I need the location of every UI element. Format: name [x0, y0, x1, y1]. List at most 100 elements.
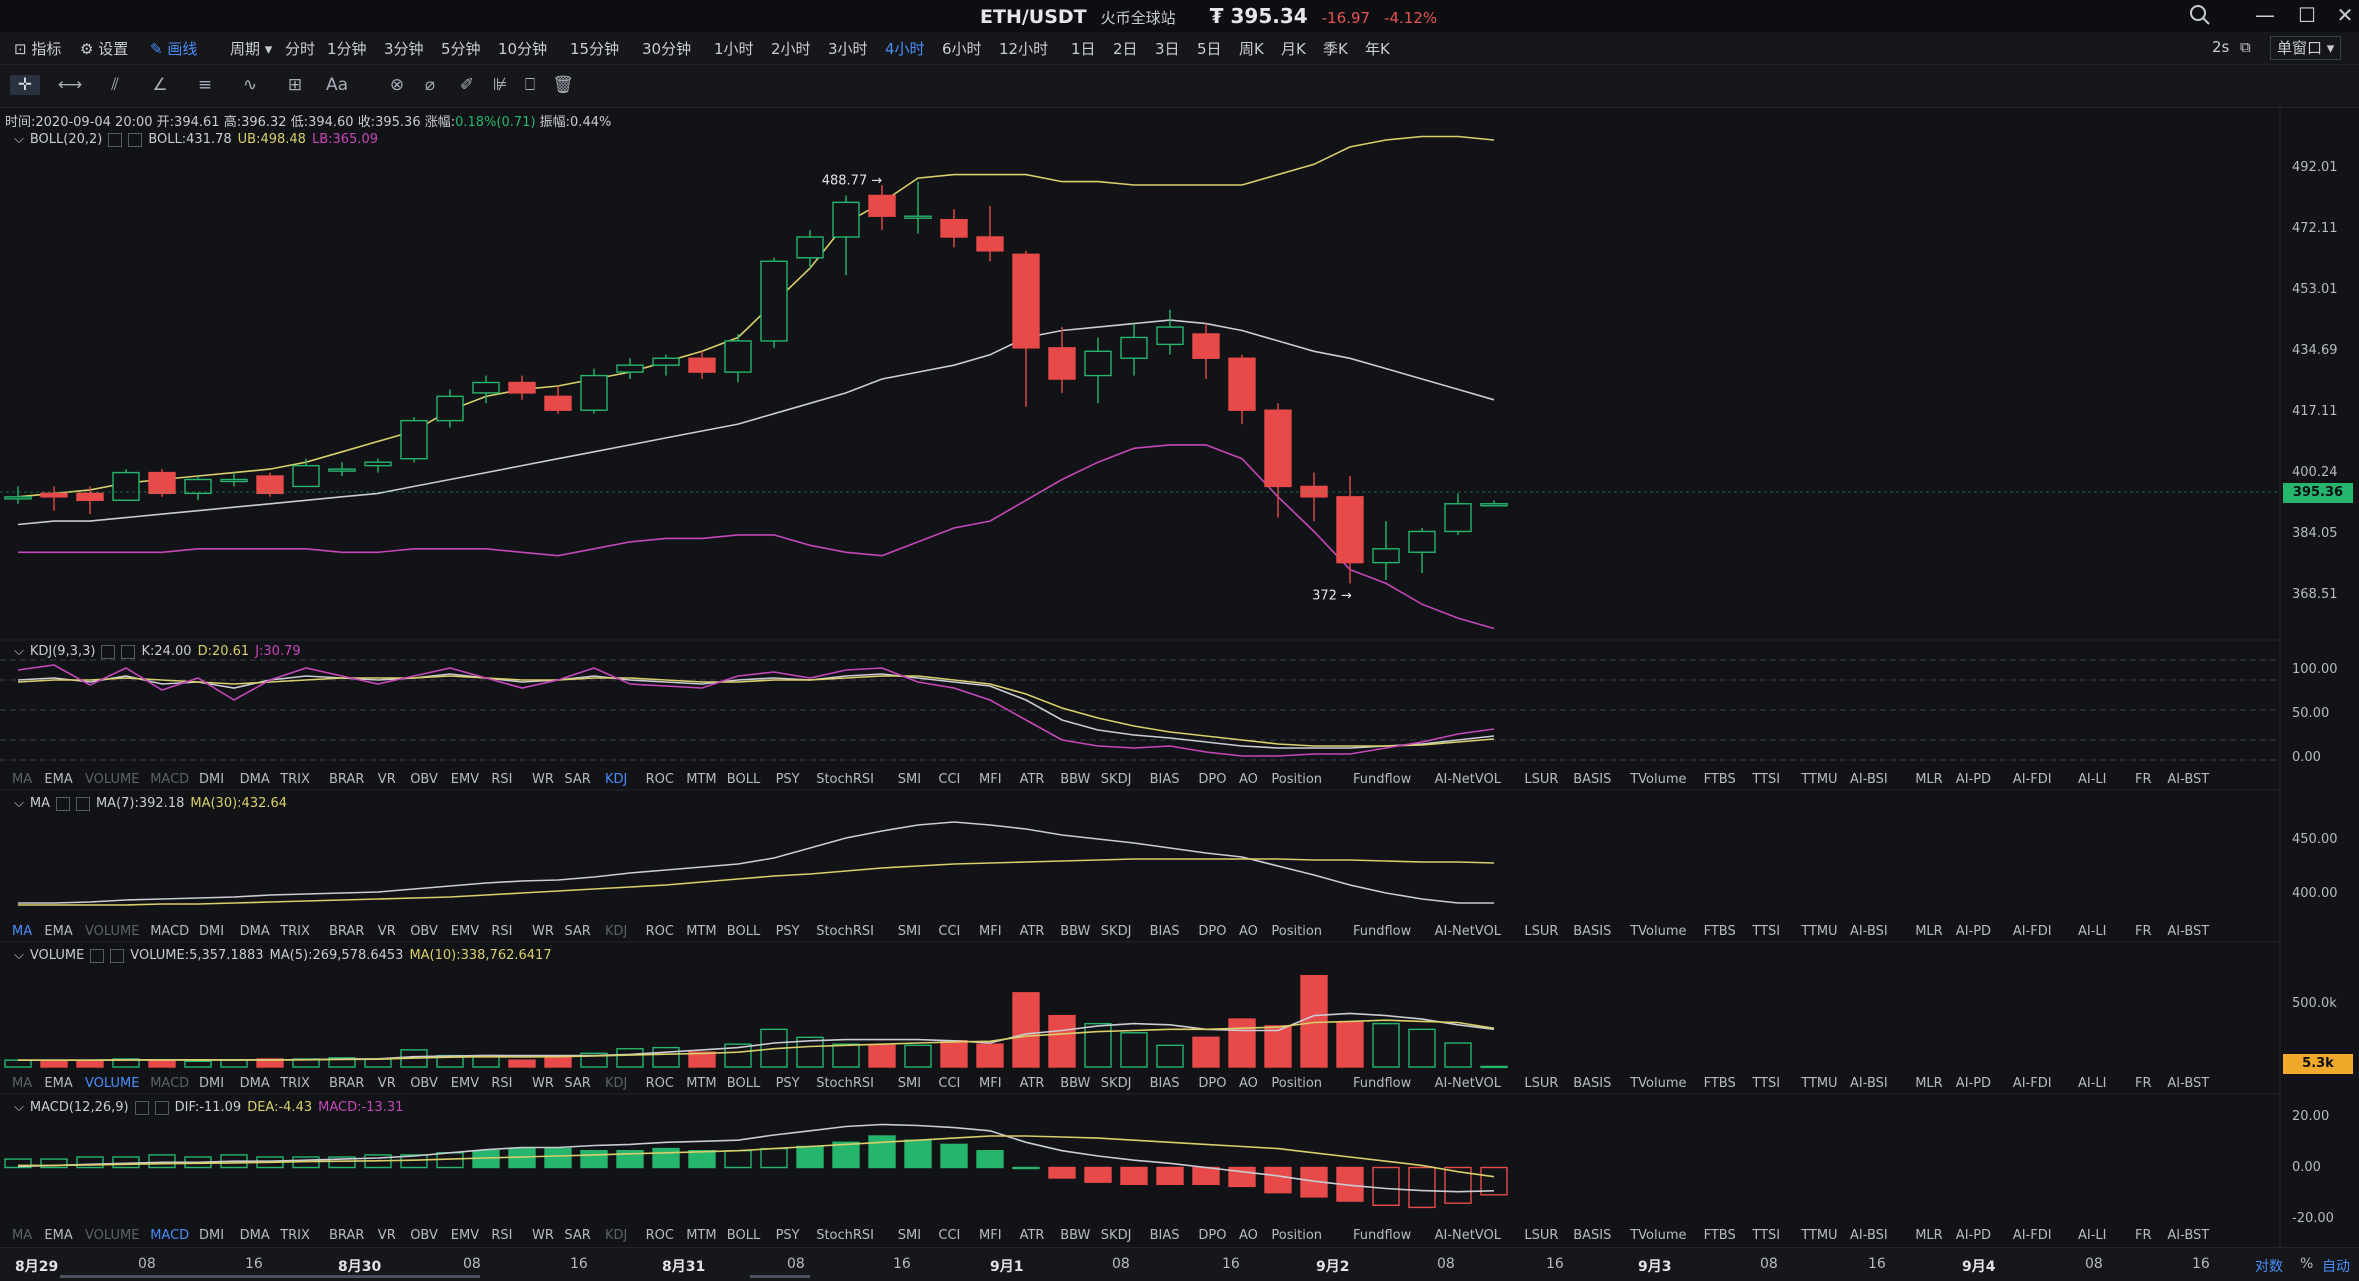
indicator-tab-position[interactable]: Position — [1271, 772, 1323, 787]
indicator-tab-dma[interactable]: DMA — [239, 1076, 270, 1091]
indicator-tab-mtm[interactable]: MTM — [686, 1076, 717, 1091]
period-19[interactable]: 季K — [1323, 40, 1348, 58]
period-7[interactable]: 1小时 — [714, 40, 754, 58]
indicator-tab-basis[interactable]: BASIS — [1573, 1076, 1612, 1091]
indicator-tab-dpo[interactable]: DPO — [1198, 924, 1227, 939]
brush-icon[interactable]: ✐ — [459, 75, 475, 95]
period-14[interactable]: 2日 — [1113, 40, 1138, 58]
indicator-tab-ttsi[interactable]: TTSI — [1752, 1228, 1781, 1243]
horizontal-line-icon[interactable]: ⟷ — [57, 75, 83, 95]
indicator-tab-boll[interactable]: BOLL — [726, 772, 761, 787]
indicator-tab-wr[interactable]: WR — [532, 1076, 554, 1091]
indicator-tab-fr[interactable]: FR — [2135, 772, 2152, 787]
auto-scale-toggle[interactable]: 自动 — [2322, 1259, 2350, 1275]
indicator-tab-cci[interactable]: CCI — [938, 1228, 961, 1243]
indicator-tab-ai-netvol[interactable]: AI-NetVOL — [1434, 1076, 1501, 1091]
indicator-tab-vr[interactable]: VR — [377, 1228, 396, 1243]
indicator-tab-trix[interactable]: TRIX — [280, 1228, 310, 1243]
indicator-tab-fundflow[interactable]: Fundflow — [1353, 1228, 1412, 1243]
indicator-tab-mtm[interactable]: MTM — [686, 924, 717, 939]
search-icon[interactable] — [2185, 3, 2215, 32]
indicator-tab-dmi[interactable]: DMI — [199, 924, 225, 939]
indicator-tab-ai-bst[interactable]: AI-BST — [2167, 772, 2210, 787]
indicator-tab-ftbs[interactable]: FTBS — [1703, 772, 1736, 787]
indicator-tab-ai-li[interactable]: AI-LI — [2078, 772, 2107, 787]
indicator-tab-trix[interactable]: TRIX — [280, 772, 310, 787]
indicator-tab-bbw[interactable]: BBW — [1060, 1228, 1091, 1243]
indicator-tab-ttsi[interactable]: TTSI — [1752, 924, 1781, 939]
indicator-tab-psy[interactable]: PSY — [775, 1076, 800, 1091]
crosshair-icon[interactable]: ✛ — [10, 75, 40, 95]
indicator-tab-ai-fdi[interactable]: AI-FDI — [2012, 1228, 2052, 1243]
trash-icon[interactable]: 🗑 — [552, 75, 574, 95]
indicator-tab-ai-bsi[interactable]: AI-BSI — [1850, 1076, 1888, 1091]
indicator-tab-position[interactable]: Position — [1271, 1228, 1323, 1243]
indicator-tab-wr[interactable]: WR — [532, 924, 554, 939]
shapes-icon[interactable]: ⊗ — [389, 75, 405, 95]
indicator-tab-obv[interactable]: OBV — [410, 1228, 438, 1243]
indicator-tab-rsi[interactable]: RSI — [491, 924, 513, 939]
period-20[interactable]: 年K — [1365, 40, 1390, 58]
indicator-tab-ai-li[interactable]: AI-LI — [2078, 924, 2107, 939]
period-10[interactable]: 4小时 — [885, 40, 925, 58]
minimize-icon[interactable]: — — [2255, 3, 2275, 27]
indicator-tab-fundflow[interactable]: Fundflow — [1353, 1076, 1412, 1091]
log-scale-toggle[interactable]: 对数 — [2255, 1259, 2283, 1275]
indicator-tab-ao[interactable]: AO — [1239, 924, 1258, 939]
period-9[interactable]: 3小时 — [828, 40, 868, 58]
close-box-icon[interactable] — [75, 796, 90, 811]
indicators-button[interactable]: ⊡ 指标 — [14, 40, 62, 58]
indicator-tab-sar[interactable]: SAR — [564, 772, 591, 787]
indicator-tab-brar[interactable]: BRAR — [329, 924, 365, 939]
indicator-tab-obv[interactable]: OBV — [410, 1076, 438, 1091]
indicator-tab-kdj[interactable]: KDJ — [605, 1076, 628, 1091]
indicator-tab-ai-pd[interactable]: AI-PD — [1955, 1228, 1992, 1243]
collapse-icon[interactable]: ⌵ — [14, 1100, 24, 1115]
indicator-tab-mtm[interactable]: MTM — [686, 1228, 717, 1243]
settings-box-icon[interactable] — [90, 948, 105, 963]
indicator-tab-ttmu[interactable]: TTMU — [1801, 924, 1838, 939]
chart-canvas[interactable]: 488.77 → 372 → — [0, 107, 2359, 1280]
indicator-tab-tvolume[interactable]: TVolume — [1630, 924, 1687, 939]
indicator-tab-ao[interactable]: AO — [1239, 772, 1258, 787]
fibonacci-icon[interactable]: ⌀ — [424, 75, 436, 95]
indicator-tab-fr[interactable]: FR — [2135, 924, 2152, 939]
indicator-tab-ftbs[interactable]: FTBS — [1703, 924, 1736, 939]
indicator-tab-ai-bst[interactable]: AI-BST — [2167, 1076, 2210, 1091]
indicator-tab-lsur[interactable]: LSUR — [1524, 1076, 1559, 1091]
indicator-tab-dpo[interactable]: DPO — [1198, 1228, 1227, 1243]
indicator-tab-bbw[interactable]: BBW — [1060, 1076, 1091, 1091]
indicator-tab-cci[interactable]: CCI — [938, 924, 961, 939]
indicator-tab-boll[interactable]: BOLL — [726, 924, 761, 939]
period-18[interactable]: 月K — [1281, 40, 1306, 58]
indicator-tab-skdj[interactable]: SKDJ — [1100, 1076, 1132, 1091]
indicator-tab-ai-fdi[interactable]: AI-FDI — [2012, 924, 2052, 939]
indicator-tab-ttmu[interactable]: TTMU — [1801, 1076, 1838, 1091]
refresh-interval[interactable]: 2s — [2212, 38, 2230, 56]
close-box-icon[interactable] — [110, 948, 125, 963]
period-dropdown[interactable]: 周期 ▾ — [230, 38, 272, 59]
indicator-tab-volume[interactable]: VOLUME — [85, 1228, 140, 1243]
collapse-icon[interactable]: ⌵ — [14, 644, 24, 659]
indicator-tab-fr[interactable]: FR — [2135, 1076, 2152, 1091]
indicator-tab-dmi[interactable]: DMI — [199, 1076, 225, 1091]
indicator-tab-stochrsi[interactable]: StochRSI — [816, 1076, 874, 1091]
indicator-tab-rsi[interactable]: RSI — [491, 1076, 513, 1091]
indicator-tab-cci[interactable]: CCI — [938, 772, 961, 787]
period-8[interactable]: 2小时 — [771, 40, 811, 58]
indicator-tab-position[interactable]: Position — [1271, 924, 1323, 939]
close-icon[interactable]: ✕ — [2336, 3, 2354, 27]
indicator-tab-ai-li[interactable]: AI-LI — [2078, 1076, 2107, 1091]
lock-icon[interactable]: ⎕ — [524, 75, 536, 95]
indicator-tab-vr[interactable]: VR — [377, 924, 396, 939]
scrollbar-thumb[interactable] — [750, 1275, 810, 1278]
indicator-tab-emv[interactable]: EMV — [450, 924, 480, 939]
settings-box-icon[interactable] — [101, 644, 116, 659]
indicator-tab-smi[interactable]: SMI — [897, 924, 922, 939]
indicator-tab-emv[interactable]: EMV — [450, 1076, 480, 1091]
indicator-tab-lsur[interactable]: LSUR — [1524, 772, 1559, 787]
angle-icon[interactable]: ∠ — [152, 75, 168, 95]
wave-icon[interactable]: ∿ — [242, 75, 258, 95]
indicator-tab-mlr[interactable]: MLR — [1915, 772, 1943, 787]
indicator-tab-stochrsi[interactable]: StochRSI — [816, 1228, 874, 1243]
